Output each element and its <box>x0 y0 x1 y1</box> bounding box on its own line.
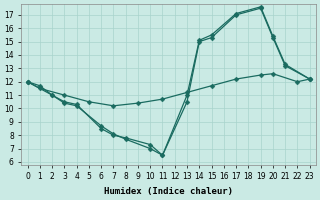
X-axis label: Humidex (Indice chaleur): Humidex (Indice chaleur) <box>104 187 233 196</box>
